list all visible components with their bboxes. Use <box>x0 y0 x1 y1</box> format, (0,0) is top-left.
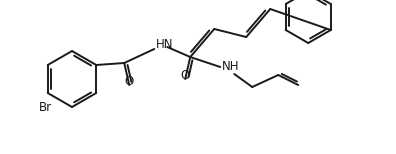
Text: HN: HN <box>156 38 174 51</box>
Text: O: O <box>125 75 134 88</box>
Text: O: O <box>181 69 190 82</box>
Text: NH: NH <box>222 61 240 73</box>
Text: Br: Br <box>39 101 52 114</box>
